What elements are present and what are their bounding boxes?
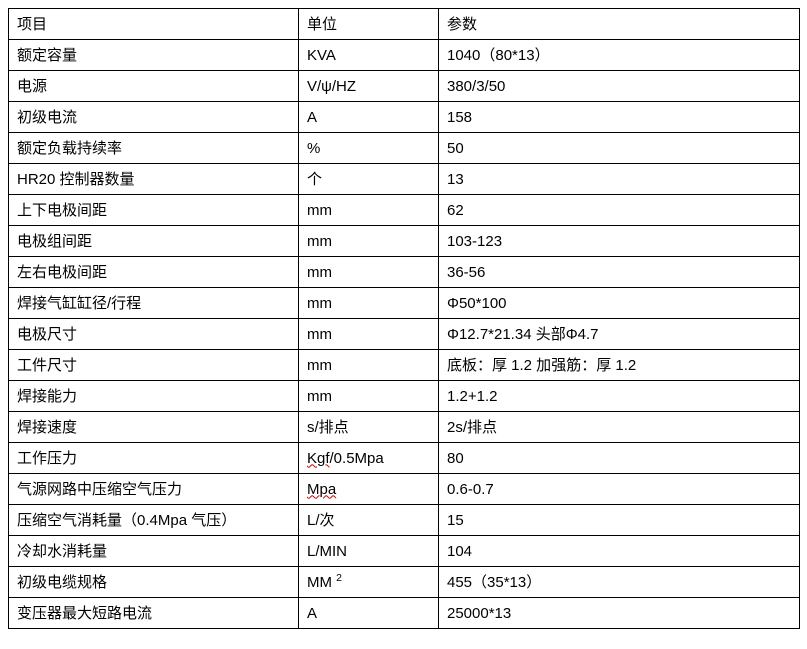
unit-rest: /0.5Mpa xyxy=(330,450,384,467)
cell-item: 焊接能力 xyxy=(9,381,299,412)
cell-item: 工作压力 xyxy=(9,443,299,474)
cell-item: 上下电极间距 xyxy=(9,195,299,226)
table-row: 压缩空气消耗量（0.4Mpa 气压） L/次 15 xyxy=(9,505,800,536)
table-row: 左右电极间距 mm 36-56 xyxy=(9,257,800,288)
cell-item: 工件尺寸 xyxy=(9,350,299,381)
cell-unit: A xyxy=(299,102,439,133)
cell-item: 额定负载持续率 xyxy=(9,133,299,164)
cell-unit: mm xyxy=(299,319,439,350)
cell-param: 2s/排点 xyxy=(439,412,800,443)
spec-table: 项目 单位 参数 额定容量 KVA 1040（80*13） 电源 V/ψ/HZ … xyxy=(8,8,800,629)
cell-unit: mm xyxy=(299,257,439,288)
cell-item: 气源网路中压缩空气压力 xyxy=(9,474,299,505)
cell-item: 初级电流 xyxy=(9,102,299,133)
table-row: 电源 V/ψ/HZ 380/3/50 xyxy=(9,71,800,102)
cell-unit: s/排点 xyxy=(299,412,439,443)
table-row: 冷却水消耗量 L/MIN 104 xyxy=(9,536,800,567)
table-row: 额定负载持续率 % 50 xyxy=(9,133,800,164)
cell-item: 初级电缆规格 xyxy=(9,567,299,598)
cell-unit: A xyxy=(299,598,439,629)
cell-param: 62 xyxy=(439,195,800,226)
cell-param: 104 xyxy=(439,536,800,567)
table-row: 上下电极间距 mm 62 xyxy=(9,195,800,226)
cell-param: 380/3/50 xyxy=(439,71,800,102)
cell-item: 焊接速度 xyxy=(9,412,299,443)
cell-unit: Mpa xyxy=(299,474,439,505)
wavy-text: Kgf xyxy=(307,450,330,467)
cell-item: 冷却水消耗量 xyxy=(9,536,299,567)
table-row: 额定容量 KVA 1040（80*13） xyxy=(9,40,800,71)
table-header-row: 项目 单位 参数 xyxy=(9,9,800,40)
table-row: 电极尺寸 mm Φ12.7*21.34 头部Φ4.7 xyxy=(9,319,800,350)
cell-unit: MM 2 xyxy=(299,567,439,598)
header-unit: 单位 xyxy=(299,9,439,40)
table-row: 工件尺寸 mm 底板：厚 1.2 加强筋：厚 1.2 xyxy=(9,350,800,381)
table-row: 焊接速度 s/排点 2s/排点 xyxy=(9,412,800,443)
table-row: 气源网路中压缩空气压力 Mpa 0.6-0.7 xyxy=(9,474,800,505)
cell-param: 103-123 xyxy=(439,226,800,257)
cell-param: 158 xyxy=(439,102,800,133)
cell-unit: mm xyxy=(299,195,439,226)
cell-unit: % xyxy=(299,133,439,164)
wavy-text: Mpa xyxy=(307,481,336,498)
table-row: 初级电流 A 158 xyxy=(9,102,800,133)
table-row: 工作压力 Kgf/0.5Mpa 80 xyxy=(9,443,800,474)
table-row: 焊接能力 mm 1.2+1.2 xyxy=(9,381,800,412)
cell-unit: Kgf/0.5Mpa xyxy=(299,443,439,474)
cell-param: 15 xyxy=(439,505,800,536)
cell-item: 电源 xyxy=(9,71,299,102)
table-row: 焊接气缸缸径/行程 mm Φ50*100 xyxy=(9,288,800,319)
cell-item: 焊接气缸缸径/行程 xyxy=(9,288,299,319)
cell-param: 1.2+1.2 xyxy=(439,381,800,412)
cell-item: 电极尺寸 xyxy=(9,319,299,350)
cell-unit: L/MIN xyxy=(299,536,439,567)
cell-item: 电极组间距 xyxy=(9,226,299,257)
cell-param: 25000*13 xyxy=(439,598,800,629)
table-row: HR20 控制器数量 个 13 xyxy=(9,164,800,195)
cell-item: 变压器最大短路电流 xyxy=(9,598,299,629)
table-row: 初级电缆规格 MM 2 455（35*13） xyxy=(9,567,800,598)
header-param: 参数 xyxy=(439,9,800,40)
cell-unit: 个 xyxy=(299,164,439,195)
cell-param: 80 xyxy=(439,443,800,474)
cell-param: 1040（80*13） xyxy=(439,40,800,71)
cell-unit: mm xyxy=(299,226,439,257)
cell-param: 455（35*13） xyxy=(439,567,800,598)
table-row: 变压器最大短路电流 A 25000*13 xyxy=(9,598,800,629)
cell-param: 50 xyxy=(439,133,800,164)
cell-unit: L/次 xyxy=(299,505,439,536)
cell-unit: V/ψ/HZ xyxy=(299,71,439,102)
cell-item: 压缩空气消耗量（0.4Mpa 气压） xyxy=(9,505,299,536)
cell-param: 36-56 xyxy=(439,257,800,288)
table-row: 电极组间距 mm 103-123 xyxy=(9,226,800,257)
cell-param: 13 xyxy=(439,164,800,195)
table-body: 项目 单位 参数 额定容量 KVA 1040（80*13） 电源 V/ψ/HZ … xyxy=(9,9,800,629)
cell-item: 额定容量 xyxy=(9,40,299,71)
cell-unit: mm xyxy=(299,381,439,412)
cell-unit: mm xyxy=(299,350,439,381)
cell-param: 底板：厚 1.2 加强筋：厚 1.2 xyxy=(439,350,800,381)
cell-param: Φ12.7*21.34 头部Φ4.7 xyxy=(439,319,800,350)
cell-param: Φ50*100 xyxy=(439,288,800,319)
cell-item: HR20 控制器数量 xyxy=(9,164,299,195)
cell-unit: KVA xyxy=(299,40,439,71)
cell-item: 左右电极间距 xyxy=(9,257,299,288)
cell-unit: mm xyxy=(299,288,439,319)
cell-param: 0.6-0.7 xyxy=(439,474,800,505)
header-item: 项目 xyxy=(9,9,299,40)
